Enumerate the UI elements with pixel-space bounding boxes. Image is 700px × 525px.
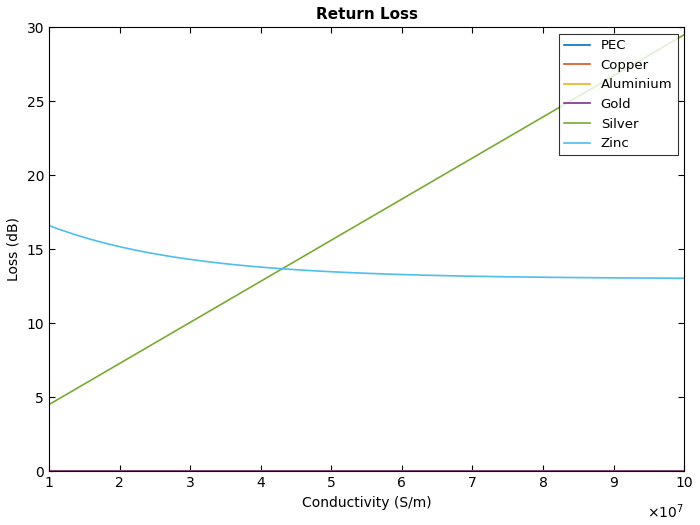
Gold [665,468,673,474]
Aluminium [423,468,431,474]
Silver [346,226,355,232]
Line: Silver: Silver [49,35,684,405]
Aluminium [350,468,358,474]
PEC [665,468,673,474]
Copper [665,468,673,474]
Copper [423,468,431,474]
Y-axis label: Loss (dB): Loss (dB) [7,217,21,281]
Title: Return Loss: Return Loss [316,7,418,22]
Zinc [665,275,673,281]
Aluminium [346,468,355,474]
Legend: PEC, Copper, Aluminium, Gold, Silver, Zinc: PEC, Copper, Aluminium, Gold, Silver, Zi… [559,34,678,155]
PEC [423,468,431,474]
Zinc [346,269,355,276]
Copper [566,468,574,474]
Silver [423,181,431,187]
Copper [389,468,397,474]
Aluminium [680,468,688,474]
Gold [350,468,358,474]
Silver [680,32,688,38]
Silver [389,201,397,207]
X-axis label: Conductivity (S/m): Conductivity (S/m) [302,496,431,510]
Silver [350,224,358,230]
Aluminium [389,468,397,474]
Zinc [389,271,397,277]
Zinc [423,272,431,278]
PEC [350,468,358,474]
Copper [350,468,358,474]
Copper [45,468,53,474]
Gold [389,468,397,474]
Line: Zinc: Zinc [49,226,684,278]
PEC [346,468,355,474]
Aluminium [665,468,673,474]
Aluminium [566,468,574,474]
Zinc [566,275,574,281]
Zinc [680,275,688,281]
Gold [45,468,53,474]
PEC [566,468,574,474]
Silver [45,402,53,408]
Copper [346,468,355,474]
Zinc [350,270,358,276]
Text: $\times10^7$: $\times10^7$ [648,502,684,521]
PEC [45,468,53,474]
Copper [680,468,688,474]
Gold [346,468,355,474]
Gold [680,468,688,474]
Silver [665,40,673,47]
PEC [389,468,397,474]
PEC [680,468,688,474]
Zinc [45,223,53,229]
Gold [423,468,431,474]
Aluminium [45,468,53,474]
Gold [566,468,574,474]
Silver [566,98,574,104]
